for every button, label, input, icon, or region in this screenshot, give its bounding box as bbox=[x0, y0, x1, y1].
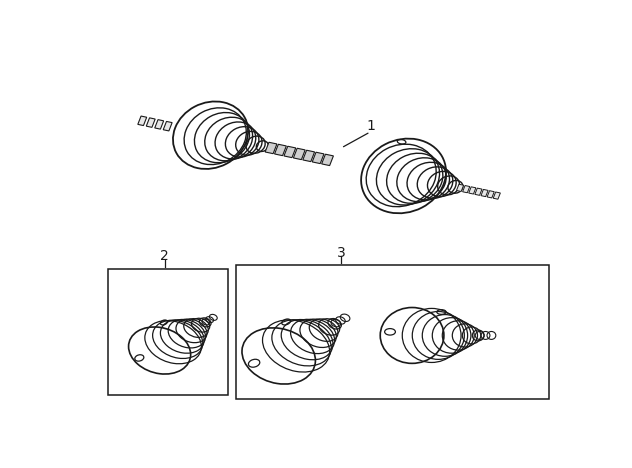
Polygon shape bbox=[163, 121, 172, 131]
Polygon shape bbox=[293, 148, 305, 160]
Polygon shape bbox=[138, 116, 147, 125]
Polygon shape bbox=[274, 144, 286, 156]
Polygon shape bbox=[284, 146, 296, 158]
Polygon shape bbox=[469, 187, 476, 194]
Polygon shape bbox=[303, 150, 315, 161]
Polygon shape bbox=[481, 190, 488, 197]
Polygon shape bbox=[312, 152, 324, 164]
Polygon shape bbox=[475, 188, 482, 195]
Polygon shape bbox=[463, 185, 470, 193]
Polygon shape bbox=[456, 184, 464, 191]
Polygon shape bbox=[487, 190, 494, 198]
Text: 1: 1 bbox=[366, 119, 375, 133]
Polygon shape bbox=[146, 118, 155, 127]
Text: 2: 2 bbox=[161, 249, 169, 263]
Polygon shape bbox=[155, 120, 164, 129]
Polygon shape bbox=[493, 192, 501, 199]
Text: 3: 3 bbox=[337, 246, 346, 260]
Polygon shape bbox=[265, 142, 277, 154]
Polygon shape bbox=[322, 154, 334, 166]
